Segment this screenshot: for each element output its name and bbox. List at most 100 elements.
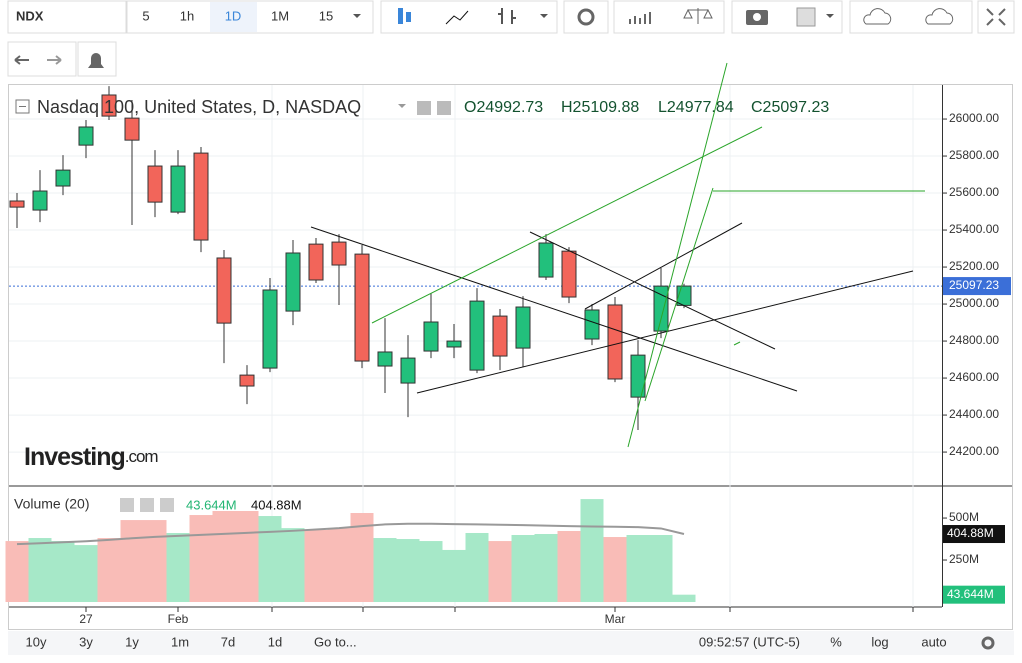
option-button[interactable]: %	[830, 634, 842, 649]
interval[interactable]: 1D	[225, 8, 242, 23]
candle-body	[423, 321, 439, 352]
volume-bar	[327, 528, 351, 602]
drawing-stub	[733, 341, 741, 346]
trend-line[interactable]	[416, 270, 914, 394]
range-button[interactable]: 1d	[268, 634, 282, 649]
volume-badge	[943, 525, 1005, 544]
volume-bar	[534, 534, 558, 602]
interval[interactable]: 5	[142, 8, 149, 23]
channel-line[interactable]	[371, 126, 763, 324]
range-button[interactable]: 10y	[26, 634, 47, 649]
volume-bar	[350, 513, 374, 602]
volume-bar	[373, 538, 397, 602]
eye-icon[interactable]	[120, 498, 134, 512]
candle-body	[607, 304, 623, 380]
close-icon[interactable]	[160, 498, 174, 512]
volume-bar	[28, 538, 52, 602]
volume-bar	[396, 539, 420, 602]
candle-body	[262, 289, 278, 369]
volume-bar	[557, 530, 581, 602]
trend-line[interactable]	[310, 226, 798, 392]
volume-bar	[212, 511, 236, 602]
option-button[interactable]: auto	[921, 634, 946, 649]
option-button[interactable]: log	[871, 634, 888, 649]
goto-button[interactable]: Go to...	[314, 634, 357, 649]
candle-body	[653, 285, 669, 332]
y-tick-label: 24200.00	[949, 444, 999, 458]
settings-button[interactable]	[563, 0, 609, 34]
volume-bar	[488, 541, 512, 602]
symbol: NDX	[16, 8, 44, 23]
legend-title: Nasdaq 100, United States, D, NASDAQ	[37, 97, 361, 117]
y-tick-label: 24800.00	[949, 333, 999, 347]
redo-icon[interactable]	[47, 55, 62, 65]
candle-body	[285, 252, 301, 312]
range-button[interactable]: 7d	[221, 634, 235, 649]
settings-icon[interactable]	[140, 498, 154, 512]
volume-bar	[120, 520, 144, 602]
camera-lens	[753, 13, 761, 21]
watermark-suffix: .com	[125, 447, 159, 466]
trend-line[interactable]	[529, 231, 776, 350]
y-tick-label: 24600.00	[949, 370, 999, 384]
fan-line[interactable]	[644, 187, 714, 402]
volume-bar	[672, 594, 696, 602]
candle-body	[216, 257, 232, 324]
volume-bar	[465, 532, 489, 602]
volume-title: Volume (20)	[14, 496, 89, 512]
fullscreen-button[interactable]	[977, 0, 1015, 34]
interval[interactable]: 15	[319, 8, 333, 23]
legend-high: H25109.88	[561, 99, 639, 116]
dropdown-icon	[826, 14, 834, 18]
drawings	[310, 62, 925, 448]
indicator-icon[interactable]	[629, 12, 651, 24]
volume-ma-legend-value: 404.88M	[251, 497, 302, 512]
candle-body	[515, 306, 531, 349]
volume-bar	[51, 541, 75, 602]
range-button[interactable]: 1m	[171, 634, 189, 649]
volume-badge	[943, 585, 1005, 604]
indicator-box	[613, 0, 725, 34]
watermark-brand: Investing.com	[24, 443, 158, 471]
interval[interactable]: 1M	[271, 8, 289, 23]
volume-bar	[235, 511, 259, 602]
volume-bar	[649, 535, 673, 602]
range-button[interactable]: 3y	[79, 634, 93, 649]
clock: 09:52:57 (UTC-5)	[699, 634, 800, 649]
dropdown-icon	[398, 104, 406, 108]
candle-body	[331, 241, 347, 266]
volume-bar	[511, 535, 535, 602]
cloud-upload-icon[interactable]	[925, 8, 954, 25]
x-tick-label: Mar	[605, 612, 626, 626]
tool-icons	[380, 0, 1015, 34]
color-icon[interactable]	[796, 7, 816, 27]
line-icon[interactable]	[445, 10, 469, 25]
undo-icon[interactable]	[14, 55, 29, 65]
last-price-badge	[943, 277, 1011, 296]
cloud-download-icon[interactable]	[863, 8, 892, 25]
trend-line[interactable]	[584, 222, 743, 310]
last-price-label: 25097.23	[949, 278, 999, 292]
candle-body	[147, 165, 163, 203]
symbol-box[interactable]	[7, 0, 127, 34]
interval[interactable]: 1h	[180, 8, 194, 23]
candle-body	[400, 357, 416, 384]
y-tick-label: 25400.00	[949, 222, 999, 236]
y-tick-label: 25000.00	[949, 296, 999, 310]
ohlc-icon[interactable]	[498, 8, 516, 24]
volume-bar	[189, 515, 213, 602]
range-button[interactable]: 1y	[125, 634, 139, 649]
y-tick-label: 25200.00	[949, 259, 999, 273]
settings-icon[interactable]	[981, 636, 995, 650]
eye-icon[interactable]	[417, 101, 431, 115]
settings-icon[interactable]	[437, 101, 451, 115]
fullscreen-icon	[986, 8, 1006, 26]
collapse-icon[interactable]	[15, 99, 30, 114]
fan-line[interactable]	[627, 62, 728, 448]
compare-icon[interactable]	[683, 8, 713, 24]
candle-icon[interactable]	[398, 8, 403, 24]
x-tick-label: Feb	[168, 612, 189, 626]
time-tick-marks	[271, 607, 914, 612]
dropdown-icon	[353, 14, 361, 18]
